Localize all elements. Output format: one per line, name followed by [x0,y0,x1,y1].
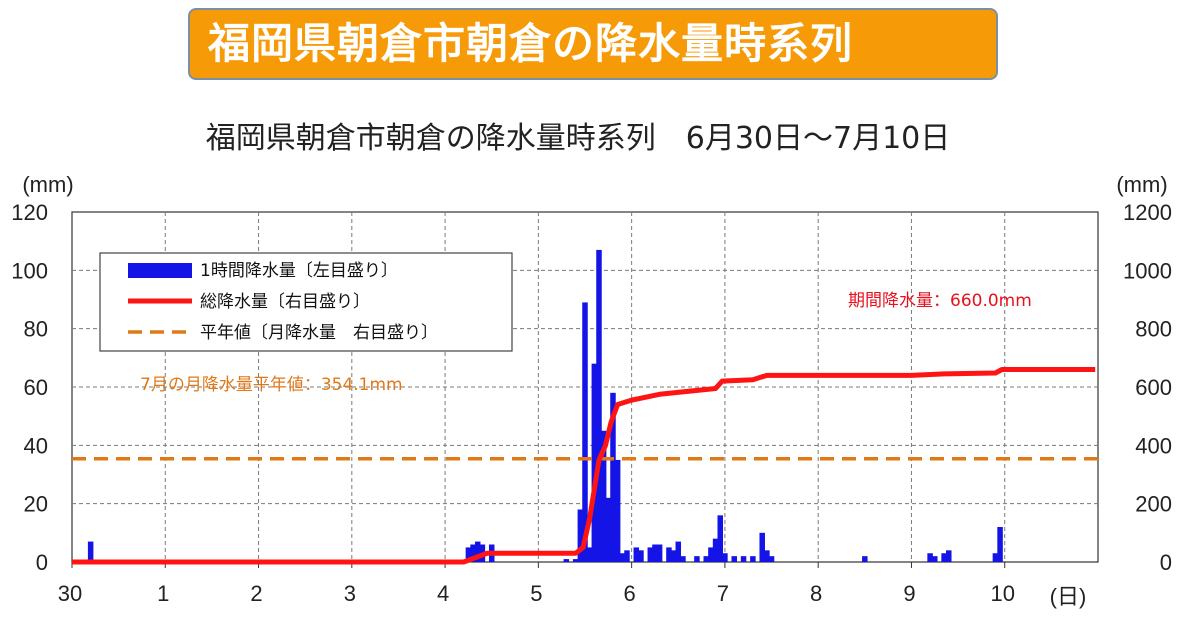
legend-swatch-bar [128,263,192,278]
hourly-bar [946,550,952,562]
x-tick: 7 [717,581,729,606]
x-tick: 1 [157,581,169,606]
y-right-tick: 400 [1135,433,1172,458]
hourly-bar [750,556,756,562]
hourly-bars [87,249,1003,562]
y-left-tick: 120 [11,200,48,225]
y-right-tick: 1200 [1123,200,1172,225]
total-annotation: 期間降水量：660.0mm [848,291,1032,311]
hourly-bar [647,547,654,562]
x-tick: 5 [530,581,542,606]
y-right-tick: 800 [1135,317,1172,342]
x-tick: 3 [344,581,356,606]
x-tick: 4 [437,581,449,606]
hourly-bar [614,459,621,562]
x-unit: (日) [1050,584,1087,609]
hourly-bar [703,556,710,562]
hourly-bar [624,550,630,562]
y-left-tick: 100 [11,258,48,283]
hourly-bar [465,547,472,562]
series-lines [72,367,1098,565]
hourly-bar [670,550,677,562]
hourly-bar [656,544,663,562]
x-tick: 9 [903,581,915,606]
chart-title: 福岡県朝倉市朝倉の降水量時系列 6月30日～7月10日 [206,121,951,156]
hourly-bar [927,553,933,562]
y-left-tick: 40 [24,433,48,458]
hourly-bar [600,430,607,562]
y-right-unit: (mm) [1116,172,1167,197]
hourly-bar [675,541,682,562]
hourly-bar [932,556,938,562]
hourly-bar [633,547,640,562]
hourly-bar [470,544,476,562]
y-right-tick: 1000 [1123,258,1172,283]
y-left-tick: 80 [24,317,48,342]
banner-title: 福岡県朝倉市朝倉の降水量時系列 [188,8,998,80]
hourly-bar [87,541,94,562]
legend: 1時間降水量〔左目盛り〕総降水量〔右目盛り〕平年値〔月降水量 右目盛り〕 [99,252,513,352]
hourly-bar [591,363,598,562]
y-right-tick: 600 [1135,375,1172,400]
hourly-bar [610,392,616,562]
hourly-bar [731,556,737,562]
hourly-bar [563,559,570,562]
hourly-bar [759,532,765,562]
hourly-bar [666,547,672,562]
hourly-bar [740,556,747,562]
hourly-bar [992,553,999,562]
total-line [72,367,1096,565]
hourly-bar [722,553,728,562]
hourly-bar [638,550,644,562]
hourly-bar [694,556,700,562]
y-right-tick: 200 [1135,492,1172,517]
hourly-bar [474,541,481,562]
hourly-bar [941,553,947,562]
y-left-tick: 0 [36,550,48,575]
x-tick: 10 [990,581,1014,606]
hourly-bar [596,249,602,562]
hourly-bar [680,556,686,562]
hourly-bar [582,302,588,562]
hourly-bar [862,556,868,562]
hourly-bar [605,497,612,562]
hourly-bar [764,550,770,562]
x-tick: 30 [58,581,82,606]
legend-label: 1時間降水量〔左目盛り〕 [200,261,398,281]
y-left-tick: 60 [24,375,48,400]
hourly-bar [577,509,584,562]
legend-label: 平年値〔月降水量 右目盛り〕 [200,323,438,343]
hourly-bar [652,544,658,562]
y-right-tick: 0 [1160,550,1172,575]
legend-label: 総降水量〔右目盛り〕 [200,292,370,312]
normal-annotation: 7月の月降水量平年値：354.1mm [140,375,403,395]
hourly-bar [572,559,579,562]
x-tick: 6 [624,581,636,606]
hourly-bar [586,547,593,562]
hourly-bar [717,515,723,562]
hourly-bar [712,538,719,562]
x-tick: 2 [250,581,262,606]
hourly-bar [619,553,626,562]
hourly-bar [768,556,775,562]
y-left-unit: (mm) [22,172,73,197]
y-left-tick: 20 [24,492,48,517]
hourly-bar [708,547,714,562]
x-tick: 8 [810,581,822,606]
hourly-bar [997,527,1003,562]
